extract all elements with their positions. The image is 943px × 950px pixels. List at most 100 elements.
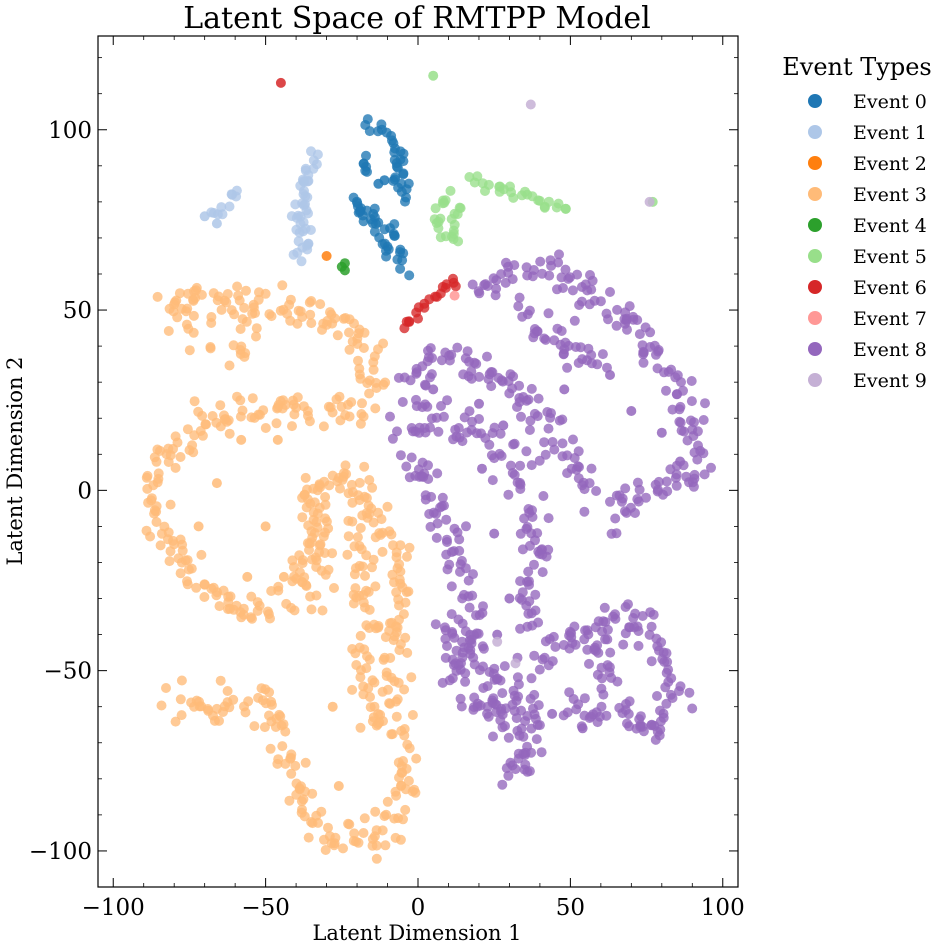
scatter-point bbox=[356, 409, 367, 419]
scatter-point bbox=[141, 472, 152, 483]
scatter-point bbox=[367, 218, 378, 229]
scatter-point bbox=[612, 304, 623, 315]
scatter-point bbox=[521, 446, 532, 457]
scatter-point bbox=[277, 280, 288, 291]
scatter-point bbox=[584, 658, 594, 669]
scatter-point bbox=[687, 703, 698, 714]
scatter-point bbox=[626, 406, 637, 416]
scatter-point bbox=[271, 418, 282, 429]
scatter-point bbox=[248, 302, 259, 313]
scatter-point bbox=[227, 189, 238, 200]
scatter-point bbox=[242, 571, 253, 582]
scatter-point bbox=[218, 585, 229, 596]
scatter-point bbox=[249, 721, 260, 732]
scatter-point bbox=[389, 230, 400, 241]
x-axis-label: Latent Dimension 1 bbox=[312, 921, 521, 945]
scatter-point bbox=[672, 389, 683, 400]
scatter-point bbox=[508, 371, 519, 382]
scatter-point bbox=[214, 601, 225, 612]
scatter-point bbox=[453, 236, 464, 247]
scatter-point bbox=[355, 418, 366, 429]
scatter-point bbox=[532, 411, 543, 422]
scatter-point bbox=[260, 684, 271, 695]
x-tick-label: 100 bbox=[701, 895, 745, 921]
scatter-point bbox=[237, 405, 248, 416]
series-event-1 bbox=[199, 146, 323, 267]
scatter-point bbox=[347, 684, 358, 695]
scatter-point bbox=[239, 302, 250, 313]
series-event-5 bbox=[428, 70, 658, 247]
scatter-point bbox=[170, 716, 181, 727]
scatter-point bbox=[646, 621, 657, 632]
scatter-point bbox=[512, 725, 523, 736]
scatter-point bbox=[306, 318, 317, 329]
scatter-point bbox=[199, 211, 210, 222]
scatter-point bbox=[355, 630, 366, 641]
scatter-point bbox=[534, 455, 545, 466]
scatter-point bbox=[436, 355, 447, 366]
scatter-point bbox=[410, 426, 421, 437]
scatter-point bbox=[291, 402, 302, 413]
scatter-point bbox=[373, 178, 384, 189]
scatter-point bbox=[688, 431, 699, 441]
scatter-point bbox=[454, 534, 465, 545]
scatter-point bbox=[562, 450, 573, 461]
scatter-point bbox=[488, 731, 498, 742]
scatter-point bbox=[383, 684, 393, 695]
scatter-point bbox=[525, 415, 536, 426]
scatter-point bbox=[524, 425, 535, 435]
scatter-point bbox=[356, 665, 366, 676]
scatter-point bbox=[492, 629, 503, 640]
scatter-point bbox=[327, 701, 338, 712]
scatter-point bbox=[335, 483, 345, 494]
scatter-point bbox=[161, 683, 171, 693]
scatter-point bbox=[489, 663, 500, 674]
legend-label: Event 2 bbox=[853, 153, 927, 175]
scatter-point bbox=[350, 648, 361, 659]
scatter-point bbox=[172, 437, 183, 448]
scatter-point bbox=[447, 673, 458, 684]
scatter-point bbox=[478, 661, 488, 672]
scatter-point bbox=[637, 611, 648, 621]
scatter-point bbox=[442, 641, 452, 651]
scatter-point bbox=[633, 640, 644, 651]
legend-marker bbox=[808, 218, 822, 232]
scatter-point bbox=[285, 753, 296, 764]
scatter-point bbox=[392, 162, 403, 173]
scatter-point bbox=[411, 753, 422, 764]
scatter-point bbox=[469, 692, 480, 703]
scatter-point bbox=[391, 711, 402, 722]
scatter-point bbox=[272, 758, 283, 769]
scatter-point bbox=[549, 444, 560, 455]
scatter-point bbox=[499, 661, 510, 672]
scatter-point bbox=[475, 700, 486, 711]
y-tick-label: 0 bbox=[77, 478, 92, 504]
scatter-point bbox=[188, 327, 199, 338]
scatter-point bbox=[386, 529, 397, 540]
scatter-point bbox=[221, 297, 232, 308]
scatter-point bbox=[247, 393, 258, 404]
scatter-point bbox=[491, 283, 502, 294]
scatter-point bbox=[431, 532, 442, 543]
scatter-point bbox=[343, 818, 354, 829]
scatter-point bbox=[545, 255, 556, 266]
legend-item: Event 1 bbox=[808, 122, 927, 144]
scatter-point bbox=[600, 634, 611, 645]
scatter-point bbox=[397, 397, 408, 407]
scatter-point bbox=[507, 274, 518, 285]
scatter-point bbox=[378, 338, 389, 349]
legend-marker bbox=[808, 94, 822, 108]
scatter-point bbox=[278, 719, 289, 730]
scatter-point bbox=[350, 583, 361, 594]
scatter-point bbox=[526, 723, 537, 734]
scatter-point bbox=[686, 376, 697, 386]
legend-items: Event 0 Event 1 Event 2 Event 3 Event 4 Event… bbox=[808, 91, 927, 392]
scatter-point bbox=[353, 355, 363, 366]
scatter-point bbox=[634, 484, 645, 495]
scatter-point bbox=[486, 381, 497, 392]
scatter-point bbox=[554, 249, 564, 260]
scatter-point bbox=[175, 694, 186, 705]
scatter-point bbox=[598, 689, 609, 700]
scatter-point bbox=[523, 566, 534, 577]
scatter-point bbox=[635, 711, 646, 722]
